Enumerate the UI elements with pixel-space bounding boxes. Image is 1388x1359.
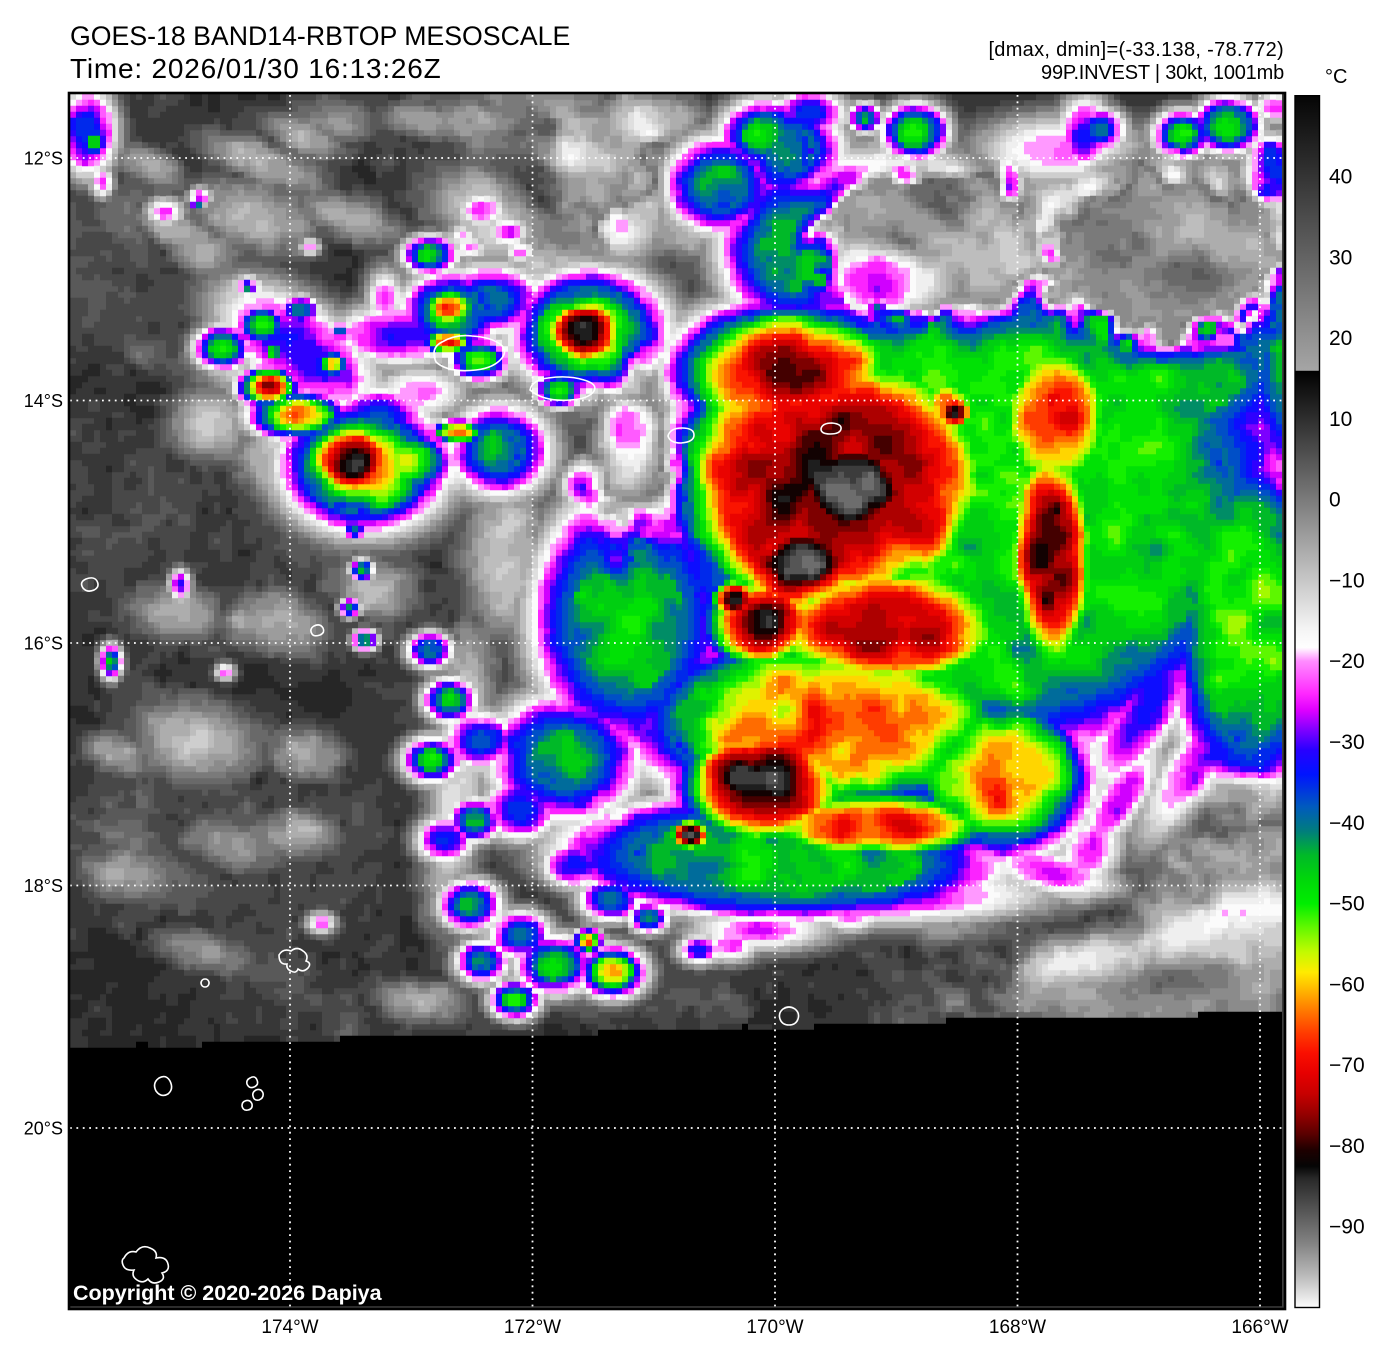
svg-text:Copyright © 2020-2026 Dapiya: Copyright © 2020-2026 Dapiya bbox=[73, 1281, 383, 1305]
svg-text:−90: −90 bbox=[1329, 1216, 1365, 1239]
svg-text:12°S: 12°S bbox=[24, 149, 63, 169]
svg-text:170°W: 170°W bbox=[746, 1317, 803, 1338]
svg-text:0: 0 bbox=[1329, 489, 1341, 512]
svg-text:−20: −20 bbox=[1329, 650, 1365, 673]
svg-text:−70: −70 bbox=[1329, 1054, 1365, 1077]
svg-text:Time: 2026/01/30 16:13:26Z: Time: 2026/01/30 16:13:26Z bbox=[70, 53, 442, 84]
svg-text:99P.INVEST | 30kt, 1001mb: 99P.INVEST | 30kt, 1001mb bbox=[1041, 62, 1284, 84]
svg-text:[dmax, dmin]=(-33.138, -78.772: [dmax, dmin]=(-33.138, -78.772) bbox=[988, 39, 1284, 61]
svg-text:40: 40 bbox=[1329, 166, 1352, 189]
svg-text:GOES-18 BAND14-RBTOP MESOSCALE: GOES-18 BAND14-RBTOP MESOSCALE bbox=[70, 21, 570, 51]
svg-text:174°W: 174°W bbox=[261, 1317, 318, 1338]
svg-text:20: 20 bbox=[1329, 327, 1352, 350]
svg-text:−80: −80 bbox=[1329, 1135, 1365, 1158]
svg-text:°C: °C bbox=[1325, 66, 1347, 88]
svg-text:14°S: 14°S bbox=[24, 391, 63, 411]
svg-text:30: 30 bbox=[1329, 246, 1352, 269]
svg-text:−30: −30 bbox=[1329, 731, 1365, 754]
svg-text:18°S: 18°S bbox=[24, 876, 63, 896]
svg-text:−50: −50 bbox=[1329, 893, 1365, 916]
svg-text:10: 10 bbox=[1329, 408, 1352, 431]
svg-text:168°W: 168°W bbox=[989, 1317, 1046, 1338]
svg-text:−10: −10 bbox=[1329, 569, 1365, 592]
svg-text:20°S: 20°S bbox=[24, 1119, 63, 1139]
svg-text:166°W: 166°W bbox=[1231, 1317, 1288, 1338]
svg-text:−60: −60 bbox=[1329, 973, 1365, 996]
svg-text:−40: −40 bbox=[1329, 812, 1365, 835]
svg-text:172°W: 172°W bbox=[504, 1317, 561, 1338]
svg-text:16°S: 16°S bbox=[24, 634, 63, 654]
